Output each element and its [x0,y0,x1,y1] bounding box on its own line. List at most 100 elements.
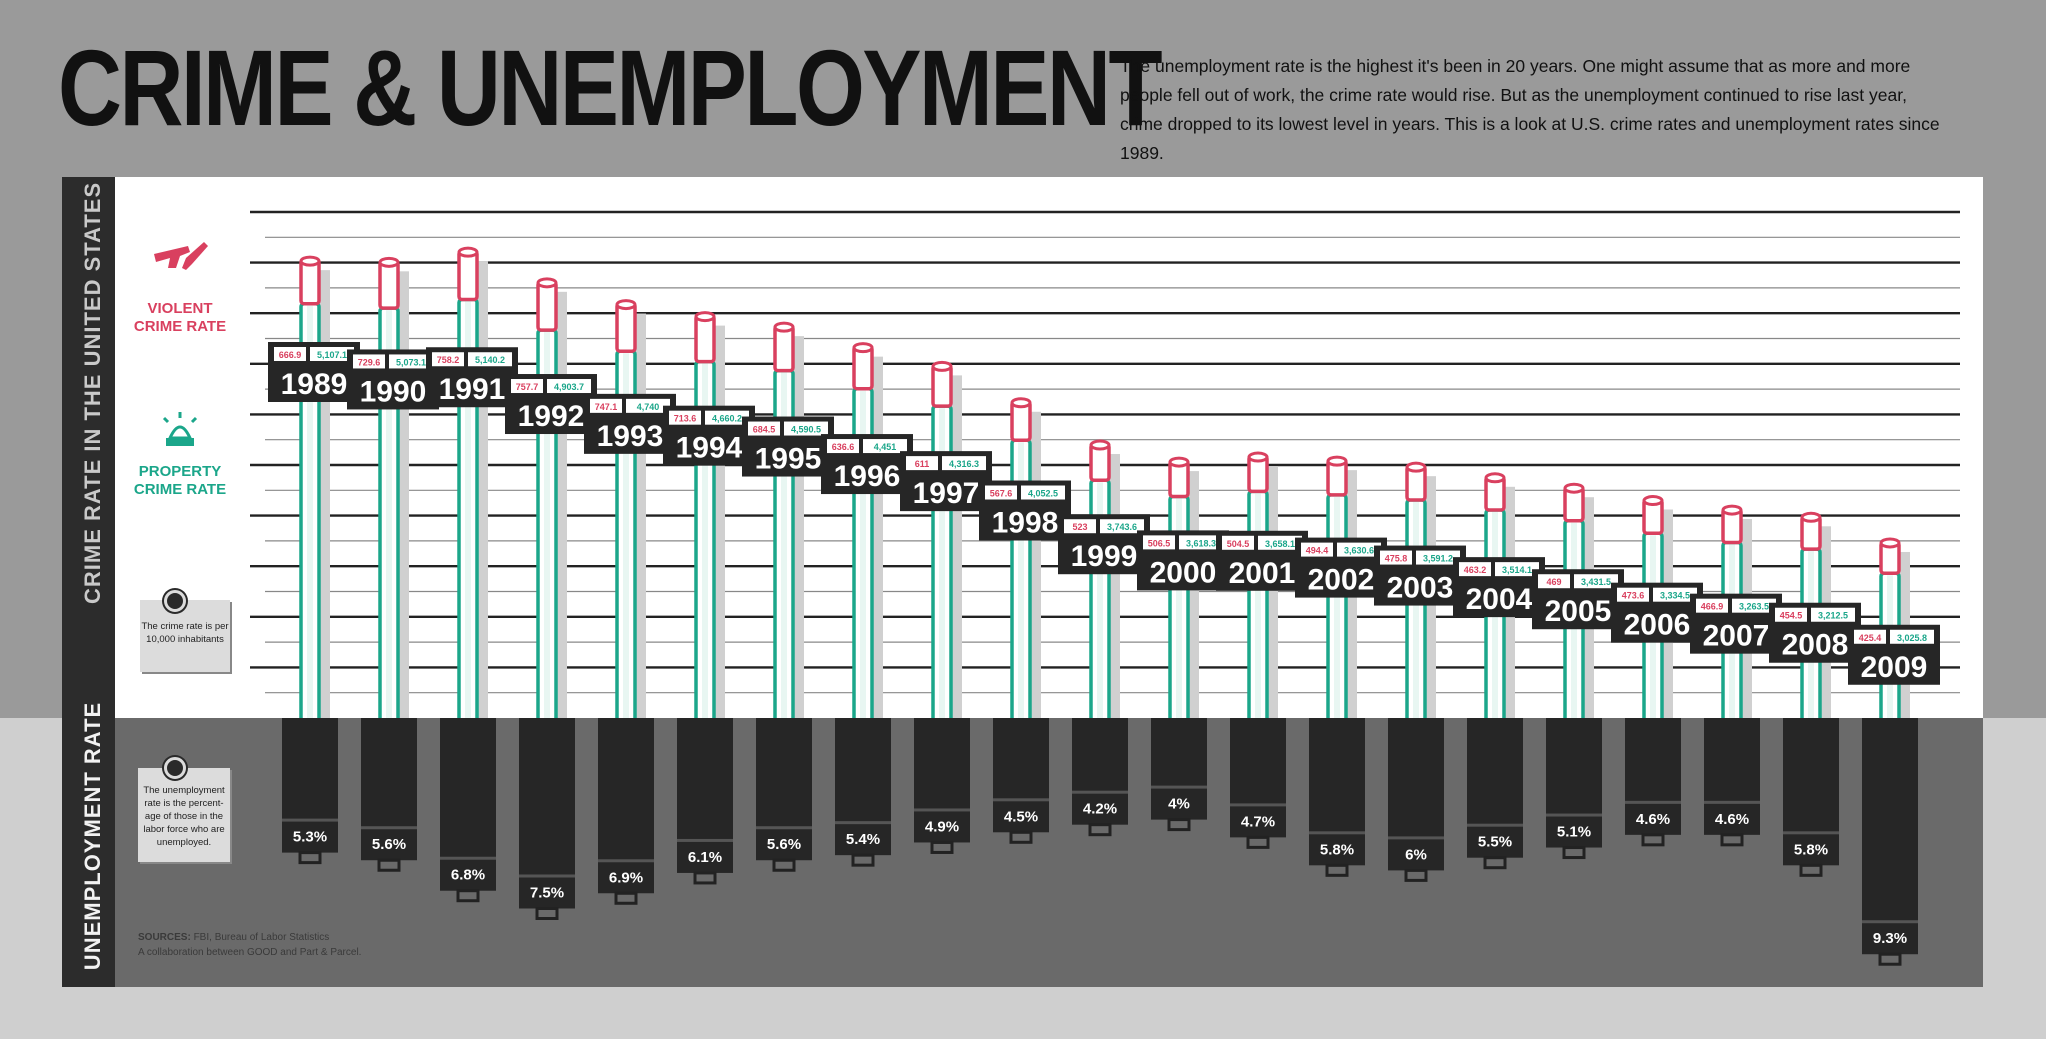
unemployment-bar [440,718,496,891]
property-value-box [1021,485,1065,500]
violent-crime-cap [457,246,479,258]
year-label: 2008 [1782,629,1849,662]
violent-crime-cap [1010,397,1032,409]
unemployment-bar [598,718,654,894]
violent-value-label: 729.6 [358,357,381,367]
violent-value-label: 506.5 [1148,538,1171,548]
unemployment-bar-divider [519,874,575,878]
unemployment-bar [677,718,733,873]
unemployment-value-label: 9.3% [1873,930,1907,947]
magnifier-icon [164,757,186,779]
unemployment-bar-divider [1309,831,1365,835]
property-value-box [784,421,828,436]
property-crime-bar-highlight [465,301,471,730]
violent-crime-cap [1089,439,1111,451]
violent-value-label: 713.6 [674,414,697,424]
unemployment-bar-divider [1388,836,1444,840]
year-label: 1993 [597,420,664,453]
property-value-box [310,347,354,361]
page-title: CRIME & UNEMPLOYMENT [58,27,1163,148]
violent-crime-cap [1642,495,1664,507]
property-crime-bar-highlight [307,305,313,730]
property-value-label: 3,658.1 [1265,539,1295,549]
property-value-box [863,439,907,454]
violent-value-box [1380,550,1412,565]
unemployment-value-label: 5.8% [1794,841,1828,858]
property-value-box [547,379,591,394]
year-label: 2002 [1308,564,1375,597]
property-value-label: 3,431.5 [1581,577,1611,587]
unemployment-bar [914,718,970,843]
unemployment-bar-divider [1704,800,1760,804]
property-crime-bar-highlight [623,353,629,730]
property-crime-bar-highlight [1018,442,1024,730]
property-value-box [468,352,512,367]
property-value-label: 3,025.8 [1897,633,1927,643]
violent-crime-cap [694,311,716,323]
unemployment-bar-tab [772,858,796,872]
property-value-label: 5,107.1 [317,350,347,360]
unemployment-bar-tab [535,907,559,920]
intro-paragraph: The unemployment rate is the highest it'… [1120,56,1940,163]
unemployment-value-label: 6.9% [609,869,643,886]
unemployment-bar-tab [298,851,322,865]
property-value-box [705,410,749,425]
property-crime-bar-highlight [1255,493,1261,730]
unemployment-bar [835,718,891,856]
unemployment-bar-divider [1072,790,1128,794]
unemployment-bar-divider [1783,831,1839,835]
property-value-label: 3,514.1 [1502,565,1532,575]
unemployment-bar [1862,718,1918,955]
violent-value-label: 758.2 [437,355,460,365]
violent-value-box [1854,629,1886,644]
unemployment-value-label: 4.2% [1083,801,1117,818]
property-crime-bar-highlight [386,310,392,730]
property-value-box [1811,607,1855,622]
year-label: 1998 [992,507,1059,540]
violent-crime-cap [1326,455,1348,467]
year-label: 2000 [1150,556,1217,589]
violent-value-label: 611 [915,459,930,469]
crime-rate-note: The crime rate is per 10,000 inhabitants [140,600,230,672]
violent-value-box [511,379,543,394]
violent-value-label: 684.5 [753,425,776,435]
violent-value-box [1617,587,1649,602]
violent-value-box [1064,519,1096,534]
unemployment-bar-tab [930,840,954,854]
unemployment-bar-tab [1009,830,1033,844]
violent-crime-bar [615,301,637,354]
unemployment-bar [1230,718,1286,838]
property-value-box [1258,535,1302,550]
unemployment-bar-divider [1151,785,1207,789]
violent-crime-bar [299,258,321,306]
violent-value-box [748,421,780,436]
violent-value-label: 747.1 [595,402,618,412]
property-value-box [389,354,433,369]
unemployment-value-label: 4.6% [1636,811,1670,828]
property-crime-bar-highlight [702,363,708,730]
unemployment-value-label: 5.8% [1320,841,1354,858]
property-value-label: 4,451 [874,442,897,452]
year-label: 2004 [1466,583,1533,616]
unemployment-bar [519,718,575,909]
unemployment-value-label: 4% [1168,796,1190,813]
violent-value-label: 469 [1546,577,1561,587]
violent-crime-bar [536,280,558,332]
year-label: 1989 [281,368,348,401]
violent-value-box [1538,574,1570,589]
sources-credit: A collaboration between GOOD and Part & … [138,947,362,958]
unemployment-bar-divider [993,798,1049,802]
unemployment-bar-divider [1467,823,1523,827]
violent-value-label: 494.4 [1306,546,1329,556]
violent-crime-cap [773,321,795,333]
violent-value-box [274,347,306,361]
year-label: 2003 [1387,572,1454,605]
unemployment-bar [282,718,338,853]
unemployment-value-label: 6% [1405,846,1427,863]
property-value-label: 3,743.6 [1107,522,1137,532]
property-crime-bar-highlight [1492,512,1498,730]
violent-value-box [1459,562,1491,577]
unemployment-bar [361,718,417,861]
violent-value-label: 463.2 [1464,565,1487,575]
unemployment-bar-divider [835,821,891,825]
